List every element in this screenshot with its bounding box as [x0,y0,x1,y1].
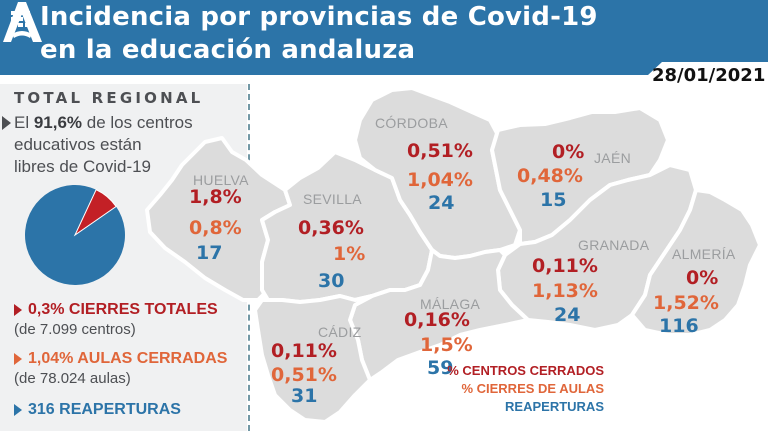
cordoba-centros-cerrados: 0,51% [407,140,473,162]
junta-andalucia-logo-icon [3,2,42,42]
title-line-1: Incidencia por provincias de Covid-19 [40,2,598,32]
jaen-reaperturas: 15 [540,189,567,211]
province-name-malaga: MÁLAGA [420,296,481,312]
cadiz-reaperturas: 31 [291,385,318,407]
malaga-reaperturas: 59 [427,357,454,379]
header: Incidencia por provincias de Covid-19 en… [0,0,768,76]
intro-line-1: El 91,6% de los centros [14,112,193,134]
intro-line-2: educativos están [14,135,142,154]
pie-slice-affected [73,189,117,237]
malaga-centros-cerrados: 0,16% [404,309,470,331]
almeria-reaperturas: 116 [659,315,699,337]
total-regional-label: TOTAL REGIONAL [14,89,204,107]
stat-sub: (de 78.024 aulas) [14,370,131,387]
province-name-sevilla: SEVILLA [303,191,362,207]
cordoba-reaperturas: 24 [428,192,455,214]
stat-head: 1,04% AULAS CERRADAS [28,350,228,367]
header-background [0,0,768,75]
jaen-cierres-aulas: 0,48% [517,165,583,187]
intro-highlight: 91,6% [33,113,83,132]
province-shape-huelva [145,136,292,302]
intro-line-1-rest: de los centros [82,113,193,132]
province-name-cadiz: CÁDIZ [318,324,362,340]
province-shape-cadiz [253,294,374,424]
huelva-reaperturas: 17 [196,242,223,264]
sevilla-reaperturas: 30 [318,270,345,292]
sevilla-cierres-aulas: 1% [333,243,366,265]
stat-head: 0,3% CIERRES TOTALES [28,301,218,318]
intro-text: El 91,6% de los centros educativos están… [2,112,193,178]
province-name-jaen: JAÉN [594,150,631,166]
almeria-cierres-aulas: 1,52% [653,292,719,314]
intro-line-3: libres de Covid-19 [14,157,152,176]
legend-cierres-aulas: % CIERRES DE AULAS [461,381,604,396]
stat-head: 316 REAPERTURAS [28,401,181,418]
province-name-almeria: ALMERÍA [672,246,736,262]
province-name-huelva: HUELVA [193,172,249,188]
intro-prefix: El [14,113,34,132]
huelva-cierres-aulas: 0,8% [189,217,242,239]
jaen-centros-cerrados: 0% [552,141,585,163]
legend: % CENTROS CERRADOS % CIERRES DE AULAS RE… [447,362,604,416]
malaga-cierres-aulas: 1,5% [420,334,473,356]
title-line-2: en la educación andaluza [40,35,416,65]
granada-cierres-aulas: 1,13% [532,280,598,302]
stat-reaperturas: 316 REAPERTURAS [14,401,181,419]
stat-sub: (de 7.099 centros) [14,321,136,338]
legend-centros-cerrados: % CENTROS CERRADOS [447,363,604,378]
regional-pie-chart [25,185,126,285]
cadiz-cierres-aulas: 0,51% [271,364,337,386]
legend-reaperturas: REAPERTURAS [505,399,604,414]
huelva-centros-cerrados: 1,8% [189,186,242,208]
cordoba-cierres-aulas: 1,04% [407,169,473,191]
triangle-bullet-icon [14,353,22,365]
triangle-bullet-icon [2,116,11,130]
cadiz-centros-cerrados: 0,11% [271,340,337,362]
granada-centros-cerrados: 0,11% [532,255,598,277]
granada-reaperturas: 24 [554,304,581,326]
triangle-bullet-icon [14,404,22,416]
province-name-cordoba: CÓRDOBA [375,115,448,131]
province-shape-almeria [630,188,762,337]
date-label: 28/01/2021 [652,65,766,86]
sevilla-centros-cerrados: 0,36% [298,217,364,239]
stat-cierres-totales: 0,3% CIERRES TOTALES (de 7.099 centros) [14,301,218,338]
triangle-bullet-icon [14,304,22,316]
almeria-centros-cerrados: 0% [686,267,719,289]
stat-aulas-cerradas: 1,04% AULAS CERRADAS (de 78.024 aulas) [14,350,227,387]
province-name-granada: GRANADA [578,237,650,253]
